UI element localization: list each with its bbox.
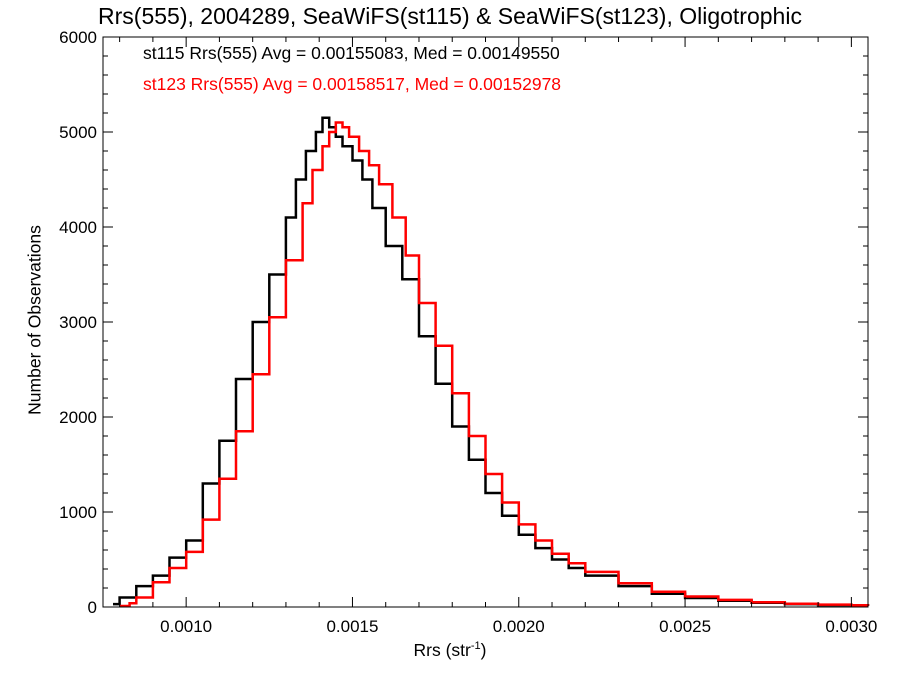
legend-entry-st115: st115 Rrs(555) Avg = 0.00155083, Med = 0… bbox=[143, 43, 560, 63]
y-tick-label: 6000 bbox=[59, 28, 97, 47]
plot-frame bbox=[102, 36, 869, 608]
y-axis-label: Number of Observations bbox=[24, 225, 45, 415]
x-axis-label-superscript: -1 bbox=[470, 640, 481, 653]
series-line-st123 bbox=[119, 121, 870, 608]
y-tick-label: 0 bbox=[88, 598, 97, 617]
x-axis-label-text: Rrs (str bbox=[413, 640, 471, 660]
y-tick-label: 1000 bbox=[59, 503, 97, 522]
y-tick-label: 5000 bbox=[59, 123, 97, 142]
series-line-st115 bbox=[113, 116, 870, 607]
y-tick-label: 2000 bbox=[59, 408, 97, 427]
x-axis-label-suffix: ) bbox=[480, 640, 487, 660]
tick-layer: 0.0010 0.0015 0.0020 0.0025 0.0030 0 1000 2000 3… bbox=[59, 28, 877, 636]
x-tick-label: 0.0015 bbox=[326, 617, 378, 636]
legend-entry-st123: st123 Rrs(555) Avg = 0.00158517, Med = 0… bbox=[143, 74, 562, 94]
y-tick-label: 4000 bbox=[59, 218, 97, 237]
x-tick-label: 0.0010 bbox=[160, 617, 212, 636]
x-tick-label: 0.0025 bbox=[659, 617, 711, 636]
series-layer bbox=[113, 116, 870, 608]
y-tick-label: 3000 bbox=[59, 313, 97, 332]
x-axis-label: Rrs (str-1) bbox=[0, 640, 900, 661]
chart-title: Rrs(555), 2004289, SeaWiFS(st115) & SeaW… bbox=[98, 3, 802, 29]
x-tick-label: 0.0020 bbox=[493, 617, 545, 636]
x-tick-label: 0.0030 bbox=[825, 617, 877, 636]
